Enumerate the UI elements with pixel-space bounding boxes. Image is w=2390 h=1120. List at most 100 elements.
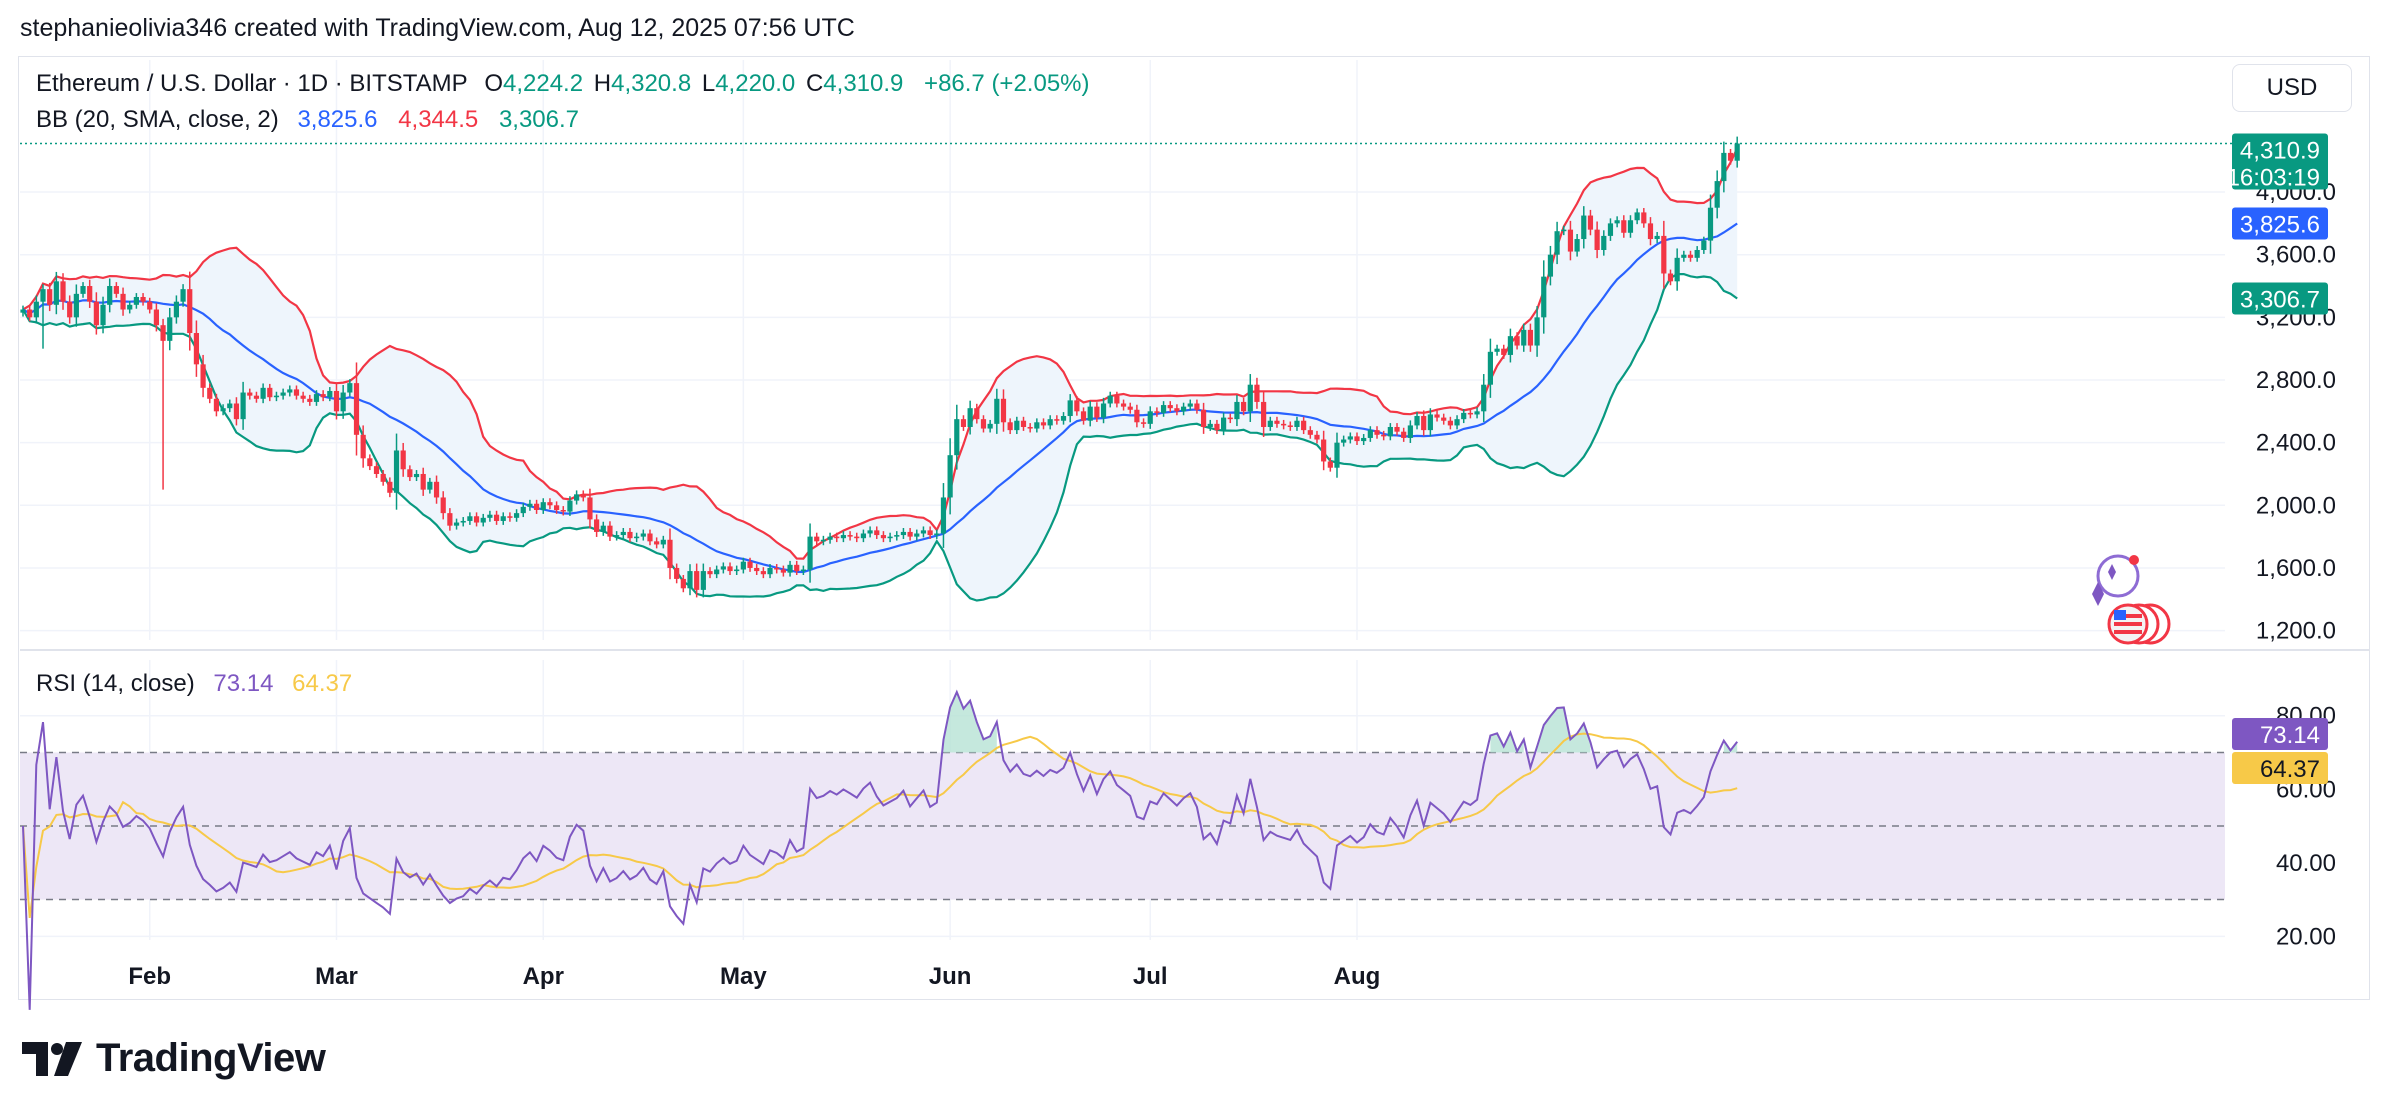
candle-body	[340, 392, 346, 412]
candle-body	[1474, 411, 1480, 415]
candle	[1040, 418, 1047, 430]
candle-body	[53, 281, 59, 305]
currency-button[interactable]: USD	[2232, 64, 2352, 112]
bb-basis-line	[22, 222, 1738, 574]
candle	[327, 387, 333, 402]
candle	[634, 532, 640, 543]
candle	[914, 529, 920, 541]
candle	[1381, 430, 1387, 441]
candle-body	[1221, 417, 1227, 431]
candle	[1414, 412, 1420, 430]
candle	[380, 470, 386, 486]
candle	[1387, 423, 1393, 441]
candle-body	[280, 392, 286, 396]
candle	[1241, 398, 1247, 416]
candle-body	[1034, 422, 1040, 429]
x-tick-label: Feb	[128, 963, 171, 990]
candle	[433, 475, 440, 504]
candle-body	[1114, 395, 1120, 404]
candle-body	[1507, 336, 1514, 355]
candle-body	[320, 394, 326, 398]
candle-body	[1267, 420, 1273, 427]
candle	[894, 531, 900, 541]
candle-body	[654, 541, 660, 545]
candle	[540, 498, 546, 514]
candle	[413, 470, 420, 482]
rsi-title[interactable]: RSI (14, close)	[36, 670, 195, 697]
sparkle-events-icon[interactable]	[2092, 554, 2140, 606]
candle-body	[40, 289, 46, 302]
candle-body	[980, 419, 987, 429]
us-flag-economic-events-icon[interactable]	[2107, 603, 2171, 645]
price-tick-label: 3,600.0	[2256, 242, 2336, 269]
candle	[840, 531, 847, 543]
candle-body	[1054, 419, 1060, 421]
candle-body	[1634, 212, 1640, 221]
candle	[1541, 260, 1547, 334]
candle-body	[360, 434, 366, 459]
candle-body	[834, 536, 840, 539]
candle-body	[1167, 405, 1173, 409]
candle	[1147, 406, 1153, 429]
candle	[400, 442, 406, 477]
candle	[107, 278, 113, 313]
candle	[307, 394, 313, 406]
x-tick-label: Jul	[1133, 963, 1168, 990]
candle	[1714, 170, 1720, 219]
candle	[680, 575, 686, 593]
candle-body	[1594, 229, 1600, 250]
candle-body	[867, 530, 873, 534]
candle	[1047, 415, 1053, 430]
candle-body	[960, 419, 967, 427]
candle-body	[1581, 215, 1587, 240]
candle	[520, 502, 526, 518]
candle	[1514, 332, 1520, 350]
candle-body	[1087, 406, 1093, 421]
tradingview-logo[interactable]: TradingView	[22, 1036, 326, 1081]
candle	[627, 528, 633, 543]
candle-body	[1194, 403, 1200, 410]
candle-body	[707, 571, 713, 575]
candle-body	[947, 455, 953, 498]
candle-body	[373, 466, 380, 474]
basis-tag-bg	[2232, 207, 2328, 240]
candle-body	[680, 578, 686, 589]
candle	[714, 565, 720, 579]
candle	[1327, 457, 1333, 472]
candle	[1521, 323, 1527, 352]
candle	[1174, 404, 1180, 416]
candle	[473, 512, 480, 527]
candle	[253, 391, 260, 403]
candle	[40, 284, 46, 349]
candle-body	[93, 301, 99, 326]
bb-title[interactable]: BB (20, SMA, close, 2)	[36, 106, 279, 133]
candle	[367, 454, 373, 471]
candle-body	[500, 516, 506, 521]
candle-body	[940, 497, 947, 534]
candle-body	[1067, 400, 1073, 417]
rsi-tag-text: 73.14	[2260, 722, 2320, 749]
candle	[867, 526, 873, 538]
symbol-title[interactable]: Ethereum / U.S. Dollar · 1D · BITSTAMP	[36, 70, 468, 97]
candle-body	[160, 325, 166, 341]
candle-body	[380, 473, 386, 482]
candle-body	[1347, 436, 1353, 440]
candle-body	[954, 419, 960, 456]
candle-body	[1341, 439, 1347, 443]
candle-body	[400, 450, 406, 470]
candle	[507, 512, 513, 522]
candle-body	[1354, 436, 1360, 442]
candle-body	[1014, 420, 1020, 431]
open-label: O	[484, 70, 503, 97]
candle-body	[1514, 336, 1520, 346]
candle-body	[1521, 329, 1527, 346]
candle	[1614, 216, 1620, 228]
candle-body	[627, 531, 633, 539]
high-label: H	[593, 70, 612, 97]
candle	[1080, 407, 1087, 425]
rsi-overbought-fill	[943, 692, 997, 753]
candle-body	[887, 536, 893, 539]
rsi-value: 73.14	[213, 670, 274, 697]
candle-body	[433, 481, 440, 498]
